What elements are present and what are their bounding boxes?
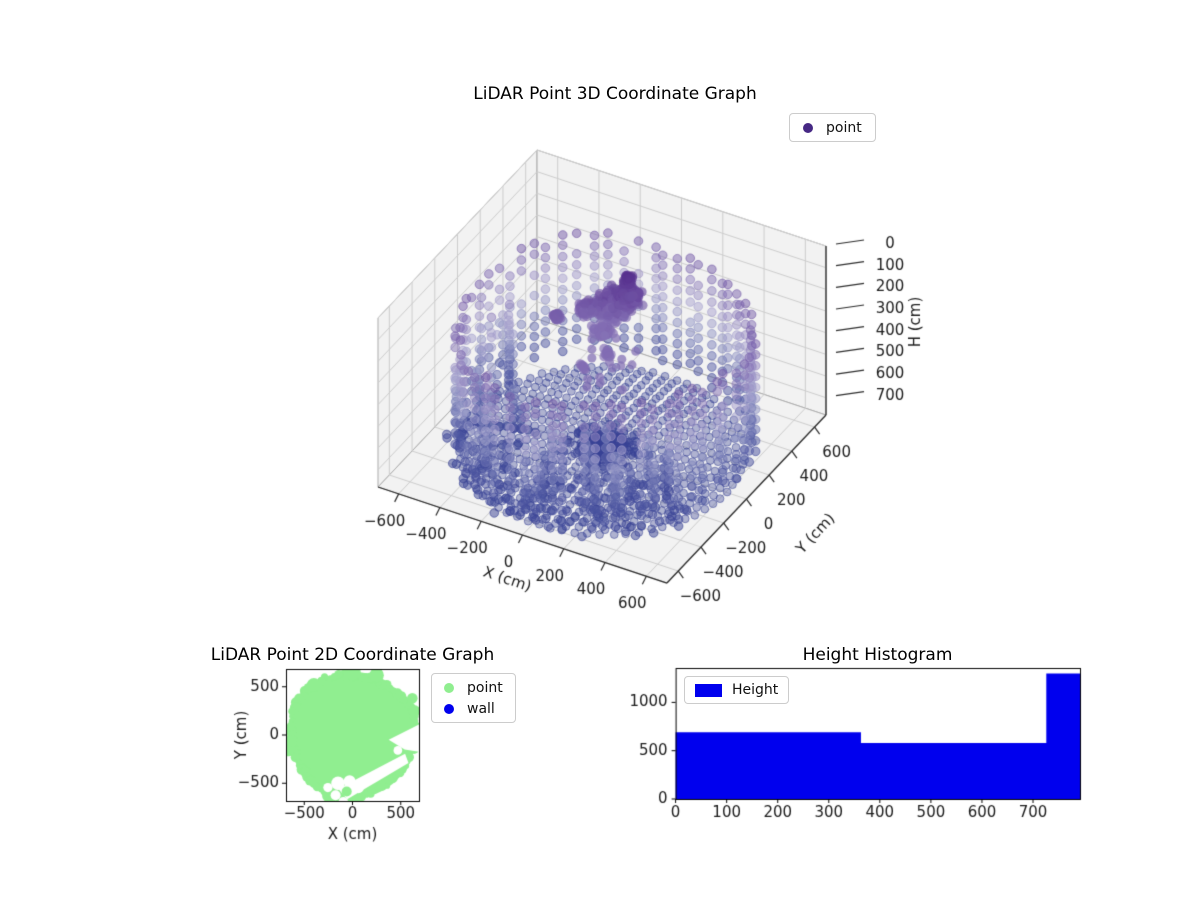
point-marker-icon	[444, 682, 454, 693]
legend-label: point	[826, 119, 862, 136]
legend-item-height: Height	[695, 680, 778, 701]
point-marker-icon	[803, 122, 813, 133]
legend-label: Height	[732, 682, 779, 698]
legend-label: point	[467, 679, 503, 696]
legend-item-point: point	[803, 117, 862, 138]
height-swatch-icon	[695, 683, 722, 697]
histogram-legend: Height	[684, 676, 790, 704]
plot2d-legend: point wall	[431, 673, 516, 723]
plot3d-legend: point	[789, 113, 876, 142]
legend-item-wall: wall	[444, 698, 503, 719]
plot3d-canvas	[320, 140, 980, 650]
histogram-title: Height Histogram	[802, 645, 953, 665]
plot2d-canvas	[225, 655, 440, 855]
wall-marker-icon	[444, 703, 454, 714]
plot2d-title: LiDAR Point 2D Coordinate Graph	[210, 645, 495, 665]
plot3d-title: LiDAR Point 3D Coordinate Graph	[473, 84, 757, 104]
legend-label: wall	[467, 700, 495, 717]
legend-item-point: point	[444, 677, 503, 698]
